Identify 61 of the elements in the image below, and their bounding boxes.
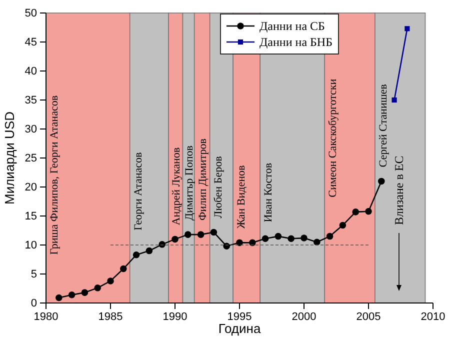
y-tick-label: 25 xyxy=(24,152,37,165)
x-tick-label: 1985 xyxy=(98,310,123,323)
x-tick-label: 2005 xyxy=(356,310,381,323)
y-tick-label: 50 xyxy=(24,8,37,20)
x-tick-label: 1980 xyxy=(34,310,58,323)
band-label: Симеон Сакскобурготски xyxy=(327,78,340,198)
y-tick-label: 35 xyxy=(24,94,37,107)
legend-label: Данни на СБ xyxy=(260,19,326,34)
point xyxy=(132,251,140,258)
point xyxy=(158,241,166,248)
y-tick-label: 10 xyxy=(24,240,37,252)
point xyxy=(107,278,114,284)
legend-label: Данни на БНБ xyxy=(260,35,333,50)
x-tick-label: 1995 xyxy=(227,310,252,323)
annotation: Влизане в ЕС xyxy=(392,156,406,225)
band-label: Георги Атанасов xyxy=(132,152,144,230)
point xyxy=(300,234,308,242)
y-tick-label: 15 xyxy=(24,210,37,223)
y-axis-title: Милиарди USD xyxy=(2,111,17,205)
band-label: Филип Димитров xyxy=(196,138,209,221)
point xyxy=(94,284,101,292)
band-label: Гриша Филипов, Георги Атанасов xyxy=(48,95,61,255)
point xyxy=(56,294,62,302)
y-tick-label: 40 xyxy=(24,66,37,78)
point xyxy=(326,232,334,240)
y-tick-label: 45 xyxy=(24,36,37,49)
band-label: Любен Беров xyxy=(212,156,224,218)
y-tick-label: 30 xyxy=(24,124,37,136)
point xyxy=(223,242,230,250)
y-tick-label: 5 xyxy=(30,268,37,281)
point xyxy=(146,247,153,254)
point xyxy=(274,232,282,240)
point xyxy=(197,231,204,238)
point xyxy=(352,208,359,216)
band-label: Димитър Попов xyxy=(183,146,196,221)
point xyxy=(210,228,218,236)
point xyxy=(314,238,320,246)
point xyxy=(262,235,269,242)
point xyxy=(404,26,410,32)
x-tick-label: 2010 xyxy=(420,310,446,323)
band-label: Андрей Луканов xyxy=(170,147,182,226)
point xyxy=(68,292,76,298)
point xyxy=(236,239,243,246)
point xyxy=(392,97,397,103)
point xyxy=(172,236,178,243)
band-label: Жан Виденов xyxy=(236,165,248,229)
x-tick-label: 1990 xyxy=(162,310,188,323)
point xyxy=(120,265,127,272)
point xyxy=(365,208,372,215)
point xyxy=(249,239,256,246)
point xyxy=(81,289,88,296)
y-tick-label: 0 xyxy=(30,298,37,310)
y-tick-label: 20 xyxy=(24,182,37,194)
point xyxy=(339,222,346,229)
point xyxy=(184,231,192,238)
x-axis-title: Година xyxy=(218,321,262,336)
point xyxy=(288,235,294,242)
band-label: Сергей Станишев xyxy=(378,84,390,168)
point xyxy=(378,178,385,185)
band-label: Иван Костов xyxy=(262,162,275,222)
x-tick-label: 2000 xyxy=(292,310,316,323)
